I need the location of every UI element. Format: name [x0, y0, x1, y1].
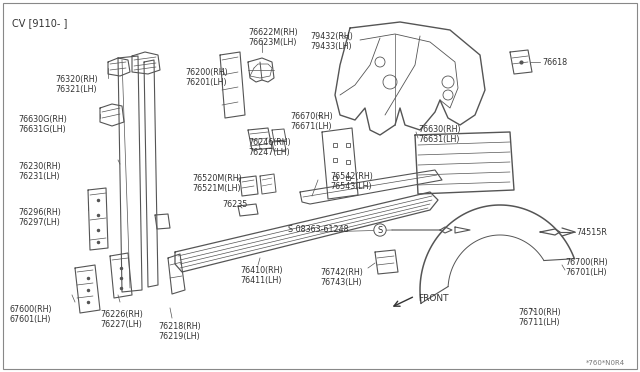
Text: 76296(RH)
76297(LH): 76296(RH) 76297(LH) [18, 208, 61, 227]
Text: 76230(RH)
76231(LH): 76230(RH) 76231(LH) [18, 162, 61, 182]
Text: 76246(RH)
76247(LH): 76246(RH) 76247(LH) [248, 138, 291, 157]
Text: 76542(RH)
76543(LH): 76542(RH) 76543(LH) [330, 172, 373, 192]
Text: *760*N0R4: *760*N0R4 [586, 360, 625, 366]
Text: S: S [378, 225, 383, 234]
Text: FRONT: FRONT [418, 294, 449, 303]
Text: 76520M(RH)
76521M(LH): 76520M(RH) 76521M(LH) [192, 174, 242, 193]
Text: CV [9110- ]: CV [9110- ] [12, 18, 67, 28]
Text: S 08363-61248: S 08363-61248 [288, 225, 349, 234]
Text: 76618: 76618 [542, 58, 567, 67]
Text: 76630G(RH)
76631G(LH): 76630G(RH) 76631G(LH) [18, 115, 67, 134]
Text: 76670(RH)
76671(LH): 76670(RH) 76671(LH) [290, 112, 333, 131]
Text: 76226(RH)
76227(LH): 76226(RH) 76227(LH) [100, 310, 143, 329]
Text: 79432(RH)
79433(LH): 79432(RH) 79433(LH) [310, 32, 353, 51]
Text: 67600(RH)
67601(LH): 67600(RH) 67601(LH) [10, 305, 52, 324]
Text: 76630(RH)
76631(LH): 76630(RH) 76631(LH) [418, 125, 461, 144]
Text: 76320(RH)
76321(LH): 76320(RH) 76321(LH) [55, 75, 98, 94]
Text: 76700(RH)
76701(LH): 76700(RH) 76701(LH) [565, 258, 608, 278]
Text: 76200(RH)
76201(LH): 76200(RH) 76201(LH) [185, 68, 228, 87]
Text: 76218(RH)
76219(LH): 76218(RH) 76219(LH) [158, 322, 201, 341]
Text: 76235: 76235 [222, 200, 248, 209]
Text: 74515R: 74515R [576, 228, 607, 237]
Text: 76410(RH)
76411(LH): 76410(RH) 76411(LH) [240, 266, 283, 285]
Text: 76742(RH)
76743(LH): 76742(RH) 76743(LH) [320, 268, 363, 288]
Text: 76622M(RH)
76623M(LH): 76622M(RH) 76623M(LH) [248, 28, 298, 47]
Text: 76710(RH)
76711(LH): 76710(RH) 76711(LH) [518, 308, 561, 327]
